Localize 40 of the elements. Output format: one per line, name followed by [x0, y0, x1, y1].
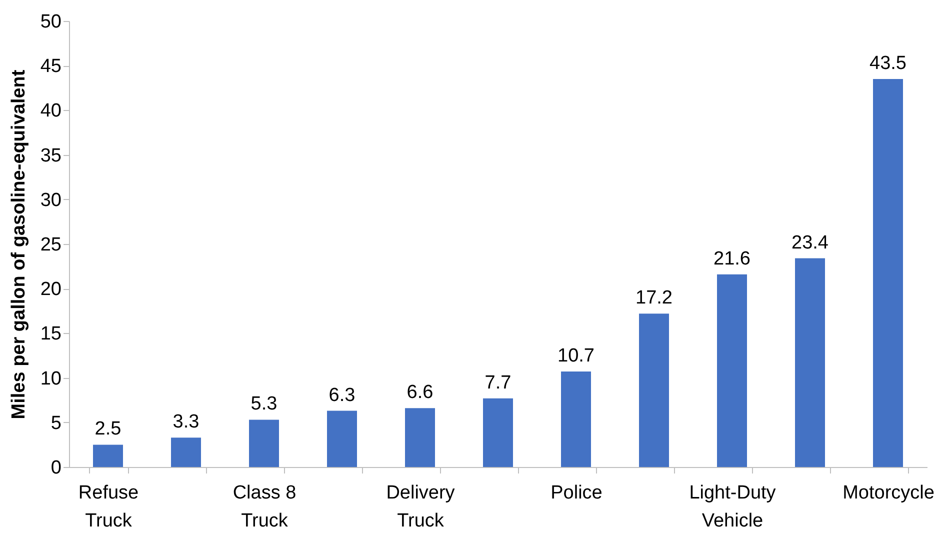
y-tick-label: 10	[40, 368, 62, 390]
y-tick-label: 45	[40, 56, 62, 78]
bar	[249, 420, 279, 467]
bar	[171, 438, 201, 467]
bar	[93, 444, 123, 467]
y-tick-label: 25	[40, 234, 62, 256]
y-tick-label: 0	[50, 458, 62, 478]
y-tick-label: 5	[50, 412, 62, 434]
x-tick-label: Refuse Truck	[78, 482, 139, 532]
y-tick-label: 20	[40, 279, 62, 300]
data-label: 23.4	[792, 232, 829, 254]
bar	[717, 274, 747, 467]
data-label: 43.5	[870, 52, 906, 74]
data-label: 6.6	[406, 382, 434, 404]
data-label: 17.2	[636, 288, 672, 309]
y-tick-label: 35	[40, 145, 62, 166]
data-label: 2.5	[94, 418, 122, 440]
y-axis-title: Miles per gallon of gasoline-equivalent	[8, 69, 30, 420]
bar	[795, 258, 825, 467]
y-tick-label: 15	[40, 324, 62, 345]
data-label: 10.7	[558, 346, 594, 367]
x-tick-label: Delivery Truck	[386, 482, 456, 532]
x-tick-label: Motorcycle	[842, 482, 934, 504]
bar	[327, 410, 357, 467]
x-tick-label: Police	[550, 482, 602, 504]
data-label: 3.3	[172, 412, 200, 433]
y-tick-label: 30	[40, 190, 62, 211]
bar	[483, 398, 513, 467]
x-tick-label: Light-Duty Vehicle	[689, 482, 776, 532]
bar	[561, 372, 591, 467]
x-tick-label: Class 8 Truck	[232, 482, 296, 532]
bar	[873, 78, 903, 467]
data-label: 5.3	[250, 394, 278, 415]
data-label: 21.6	[714, 248, 750, 270]
y-tick-label: 40	[40, 100, 62, 122]
bar	[405, 408, 435, 467]
data-label: 6.3	[328, 384, 356, 406]
y-tick-label: 50	[40, 12, 62, 32]
bar	[639, 314, 669, 467]
data-label: 7.7	[484, 372, 512, 394]
